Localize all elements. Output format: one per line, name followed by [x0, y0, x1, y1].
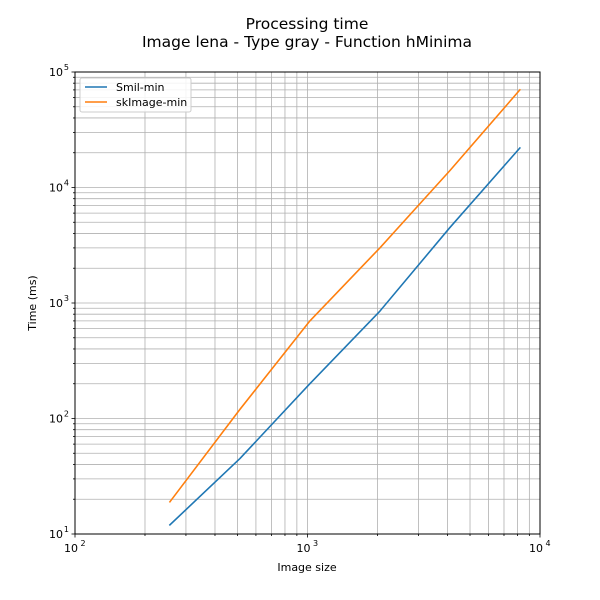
grid — [75, 72, 540, 534]
x-tick-label-exponent: 2 — [80, 539, 85, 548]
tick-labels: 10 2 10 3 10 410 110 210 310 410 5 — [49, 63, 551, 555]
legend-label-smil-min: Smil-min — [116, 81, 165, 94]
legend: Smil-min skImage-min — [79, 77, 192, 113]
x-tick-label: 10 — [297, 542, 311, 555]
y-tick-label: 10 — [49, 66, 63, 79]
series-line-skimage-min — [168, 88, 521, 503]
chart-subtitle: Image lena - Type gray - Function hMinim… — [142, 33, 472, 51]
chart-title: Processing time — [246, 15, 369, 33]
legend-label-skimage-min: skImage-min — [116, 96, 187, 109]
x-tick-label-exponent: 4 — [545, 539, 550, 548]
x-axis-label: Image size — [277, 561, 337, 574]
legend-box — [79, 77, 192, 113]
y-tick-label-exponent: 4 — [64, 179, 69, 188]
y-tick-label-exponent: 2 — [64, 410, 69, 419]
y-tick-label-exponent: 5 — [64, 63, 69, 72]
y-tick-label: 10 — [49, 182, 63, 195]
y-tick-label-exponent: 1 — [64, 525, 69, 534]
y-tick-label: 10 — [49, 528, 63, 541]
ticks — [71, 71, 541, 538]
y-tick-label-exponent: 3 — [64, 294, 69, 303]
y-tick-label: 10 — [49, 297, 63, 310]
x-tick-label: 10 — [64, 542, 78, 555]
y-axis-label: Time (ms) — [26, 275, 39, 331]
series-line-smil-min — [168, 146, 521, 526]
series-lines — [168, 88, 521, 526]
y-tick-label: 10 — [49, 413, 63, 426]
x-tick-label-exponent: 3 — [313, 539, 318, 548]
x-tick-label: 10 — [529, 542, 543, 555]
